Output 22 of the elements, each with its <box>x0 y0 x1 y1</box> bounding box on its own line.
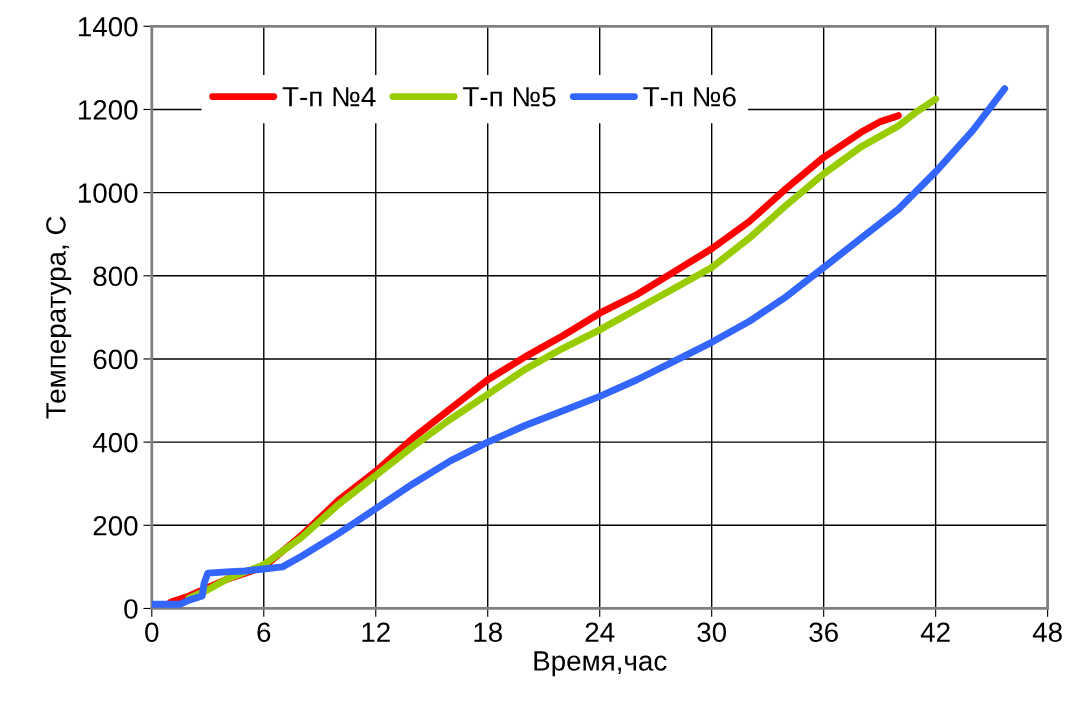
y-axis-title: Температура, С <box>46 216 72 419</box>
legend-label: Т-п №4 <box>282 87 376 107</box>
x-tick-label: 24 <box>585 622 615 642</box>
y-tick-label: 600 <box>93 349 138 370</box>
y-tick-label: 400 <box>92 432 138 453</box>
y-tick-label: 1000 <box>78 183 138 203</box>
y-tick-label: 1400 <box>78 16 138 37</box>
x-tick-label: 48 <box>1032 622 1062 643</box>
x-axis-title: Время,час <box>534 651 667 677</box>
x-tick-label: 0 <box>145 622 159 643</box>
y-tick-label: 800 <box>93 266 138 287</box>
x-tick-label: 12 <box>362 622 390 642</box>
legend-label: Т-п №5 <box>463 87 556 107</box>
x-tick-label: 18 <box>474 622 502 643</box>
legend-label: Т-п №6 <box>643 86 736 107</box>
x-tick-label: 6 <box>257 622 271 643</box>
y-tick-label: 1200 <box>78 100 138 120</box>
y-tick-label: 0 <box>124 599 138 619</box>
x-tick-label: 30 <box>697 622 727 643</box>
x-tick-label: 42 <box>920 622 950 642</box>
y-tick-label: 200 <box>93 515 138 536</box>
x-tick-label: 36 <box>809 622 838 643</box>
